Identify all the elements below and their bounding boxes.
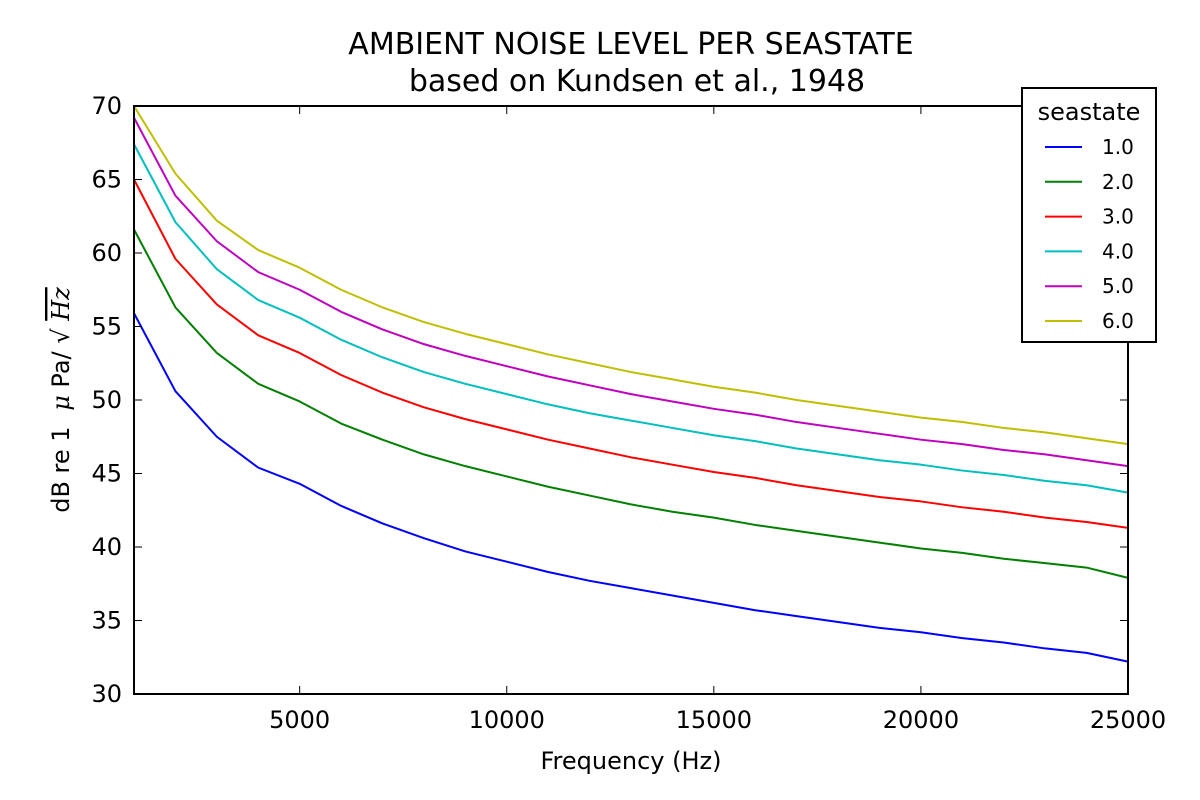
y-axis-label-mu: μ bbox=[47, 395, 75, 411]
legend-label-1.0: 1.0 bbox=[1102, 135, 1134, 159]
y-axis-ticks: 30 35 40 45 50 55 60 65 70 bbox=[91, 92, 1128, 708]
legend: seastate 1.0 2.0 3.0 4.0 5.0 6.0 bbox=[1021, 87, 1157, 343]
chart-title: AMBIENT NOISE LEVEL PER SEASTATE bbox=[348, 27, 913, 62]
series-line-4.0 bbox=[133, 143, 1129, 494]
y-tick-label-45: 45 bbox=[91, 460, 122, 488]
series-line-5.0 bbox=[133, 116, 1129, 468]
legend-label-3.0: 3.0 bbox=[1102, 205, 1134, 229]
y-tick-label-40: 40 bbox=[91, 533, 122, 561]
plot-lines bbox=[133, 105, 1129, 663]
y-axis-label: dB re 1 μ Pa/ √ Hz bbox=[47, 287, 75, 513]
x-tick-label-5000: 5000 bbox=[269, 706, 330, 734]
y-tick-label-50: 50 bbox=[91, 386, 122, 414]
series-line-3.0 bbox=[133, 178, 1129, 529]
y-tick-label-70: 70 bbox=[91, 92, 122, 120]
legend-box bbox=[1021, 87, 1157, 343]
legend-label-2.0: 2.0 bbox=[1102, 170, 1134, 194]
x-axis-label: Frequency (Hz) bbox=[541, 747, 722, 775]
y-axis-label-radicand: Hz bbox=[47, 287, 75, 322]
x-tick-label-20000: 20000 bbox=[883, 706, 959, 734]
legend-title: seastate bbox=[1038, 98, 1141, 126]
series-line-6.0 bbox=[133, 105, 1129, 446]
y-axis-label-unit: Pa/ bbox=[47, 350, 75, 387]
y-tick-label-35: 35 bbox=[91, 607, 122, 635]
x-tick-label-10000: 10000 bbox=[469, 706, 545, 734]
y-tick-label-65: 65 bbox=[91, 166, 122, 194]
legend-label-6.0: 6.0 bbox=[1102, 309, 1134, 333]
y-axis-label-sqrt: √ bbox=[47, 328, 75, 344]
x-axis-ticks: 5000 10000 15000 20000 25000 bbox=[269, 106, 1166, 734]
legend-label-4.0: 4.0 bbox=[1102, 239, 1134, 263]
y-tick-label-30: 30 bbox=[91, 680, 122, 708]
y-axis-label-prefix: dB re 1 bbox=[47, 426, 75, 512]
series-line-1.0 bbox=[133, 312, 1129, 663]
series-line-2.0 bbox=[133, 228, 1129, 579]
chart-subtitle: based on Kundsen et al., 1948 bbox=[409, 64, 865, 99]
legend-items: 1.0 2.0 3.0 4.0 5.0 6.0 bbox=[1045, 135, 1134, 333]
y-tick-label-55: 55 bbox=[91, 313, 122, 341]
y-tick-label-60: 60 bbox=[91, 239, 122, 267]
x-tick-label-25000: 25000 bbox=[1090, 706, 1166, 734]
plot-frame bbox=[133, 105, 1129, 695]
legend-label-5.0: 5.0 bbox=[1102, 274, 1134, 298]
x-tick-label-15000: 15000 bbox=[676, 706, 752, 734]
